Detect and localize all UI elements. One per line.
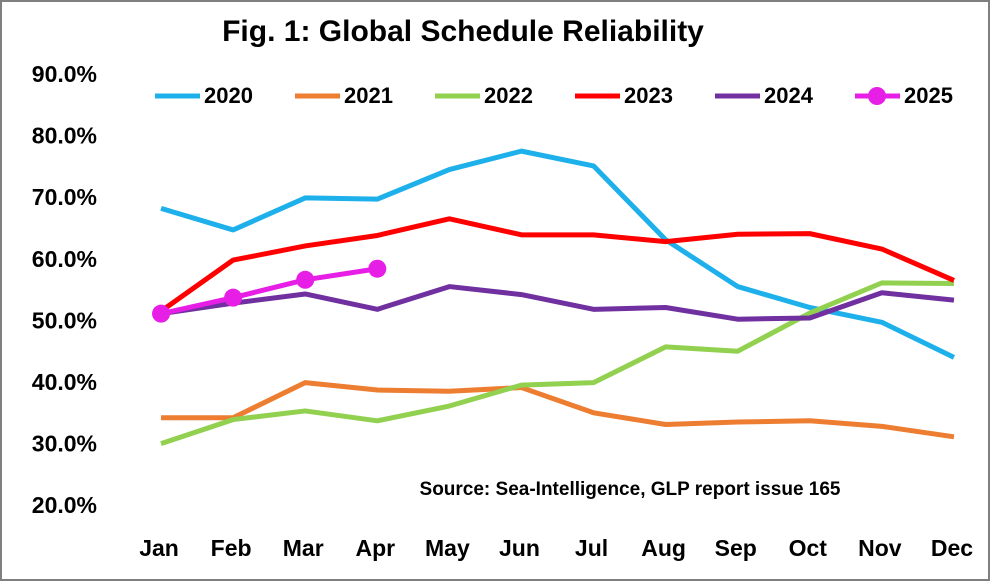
legend-label: 2025 <box>904 83 953 108</box>
annotation: Source: Sea-Intelligence, GLP report iss… <box>420 479 841 500</box>
legend-label: 2021 <box>344 83 393 108</box>
point-marker <box>296 270 315 289</box>
series-line <box>160 284 955 322</box>
y-tick-label: 70.0% <box>32 184 97 210</box>
legend-marker <box>868 87 886 105</box>
x-tick-label: Nov <box>858 535 902 561</box>
x-tick-label: Apr <box>355 535 395 561</box>
legend-label: 2022 <box>484 83 533 108</box>
x-tick-label: Aug <box>641 535 686 561</box>
y-tick-label: 50.0% <box>32 307 97 333</box>
y-tick-label: 30.0% <box>32 431 97 457</box>
y-tick-label: 60.0% <box>32 246 97 272</box>
y-tick-label: 40.0% <box>32 369 97 395</box>
legend-label: 2023 <box>624 83 673 108</box>
x-tick-label: Mar <box>283 535 324 561</box>
legend-label: 2024 <box>764 83 814 108</box>
y-tick-label: 80.0% <box>32 123 97 149</box>
legend-label: 2020 <box>204 83 253 108</box>
x-tick-label: May <box>425 535 470 561</box>
x-tick-label: Dec <box>931 535 973 561</box>
series-line <box>160 280 954 446</box>
y-tick-label: 90.0% <box>32 61 97 87</box>
series-line <box>159 216 955 314</box>
x-tick-label: Jun <box>499 535 540 561</box>
x-tick-label: Jul <box>575 535 608 561</box>
x-tick-label: Oct <box>789 535 828 561</box>
x-tick-label: Jan <box>139 535 179 561</box>
point-marker <box>224 288 243 307</box>
point-marker <box>152 304 171 323</box>
x-tick-label: Sep <box>715 535 757 561</box>
x-tick-label: Feb <box>211 535 252 561</box>
series-line <box>161 380 955 440</box>
series-line <box>160 266 378 317</box>
y-tick-label: 20.0% <box>32 492 97 518</box>
point-marker <box>368 259 387 278</box>
chart-title: Fig. 1: Global Schedule Reliability <box>222 15 704 48</box>
